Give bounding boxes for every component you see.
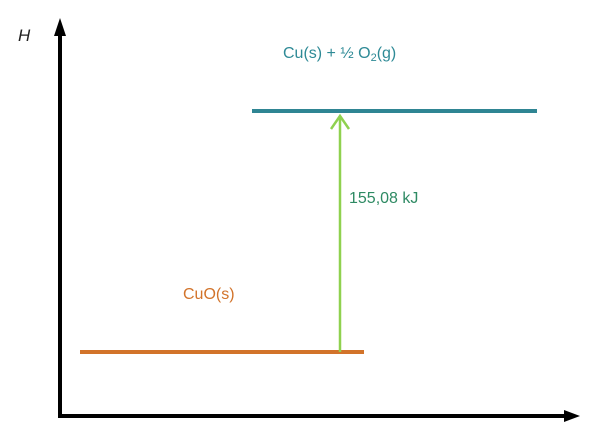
enthalpy-change-label: 155,08 kJ (349, 190, 419, 207)
product-label-subscript: 2 (370, 52, 377, 64)
enthalpy-arrowhead (329, 113, 351, 130)
product-label: Cu(s) + ½ O2(g) (283, 45, 397, 64)
y-axis-arrowhead (54, 18, 66, 36)
reactant-label: CuO(s) (183, 286, 235, 303)
product-label-suffix: (g) (376, 45, 397, 62)
y-axis-label: H (18, 26, 31, 45)
product-label-main: Cu(s) + ½ O (283, 45, 371, 62)
x-axis-arrowhead (564, 410, 580, 422)
